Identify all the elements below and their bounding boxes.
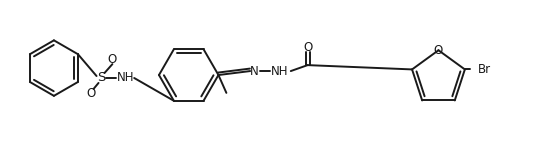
Text: S: S — [97, 71, 106, 85]
Text: O: O — [434, 44, 443, 57]
Text: NH: NH — [117, 71, 134, 85]
Text: O: O — [303, 41, 312, 54]
Text: O: O — [86, 87, 95, 100]
Text: N: N — [250, 65, 258, 78]
Text: NH: NH — [271, 65, 289, 78]
Text: O: O — [108, 53, 117, 66]
Text: Br: Br — [478, 63, 491, 76]
